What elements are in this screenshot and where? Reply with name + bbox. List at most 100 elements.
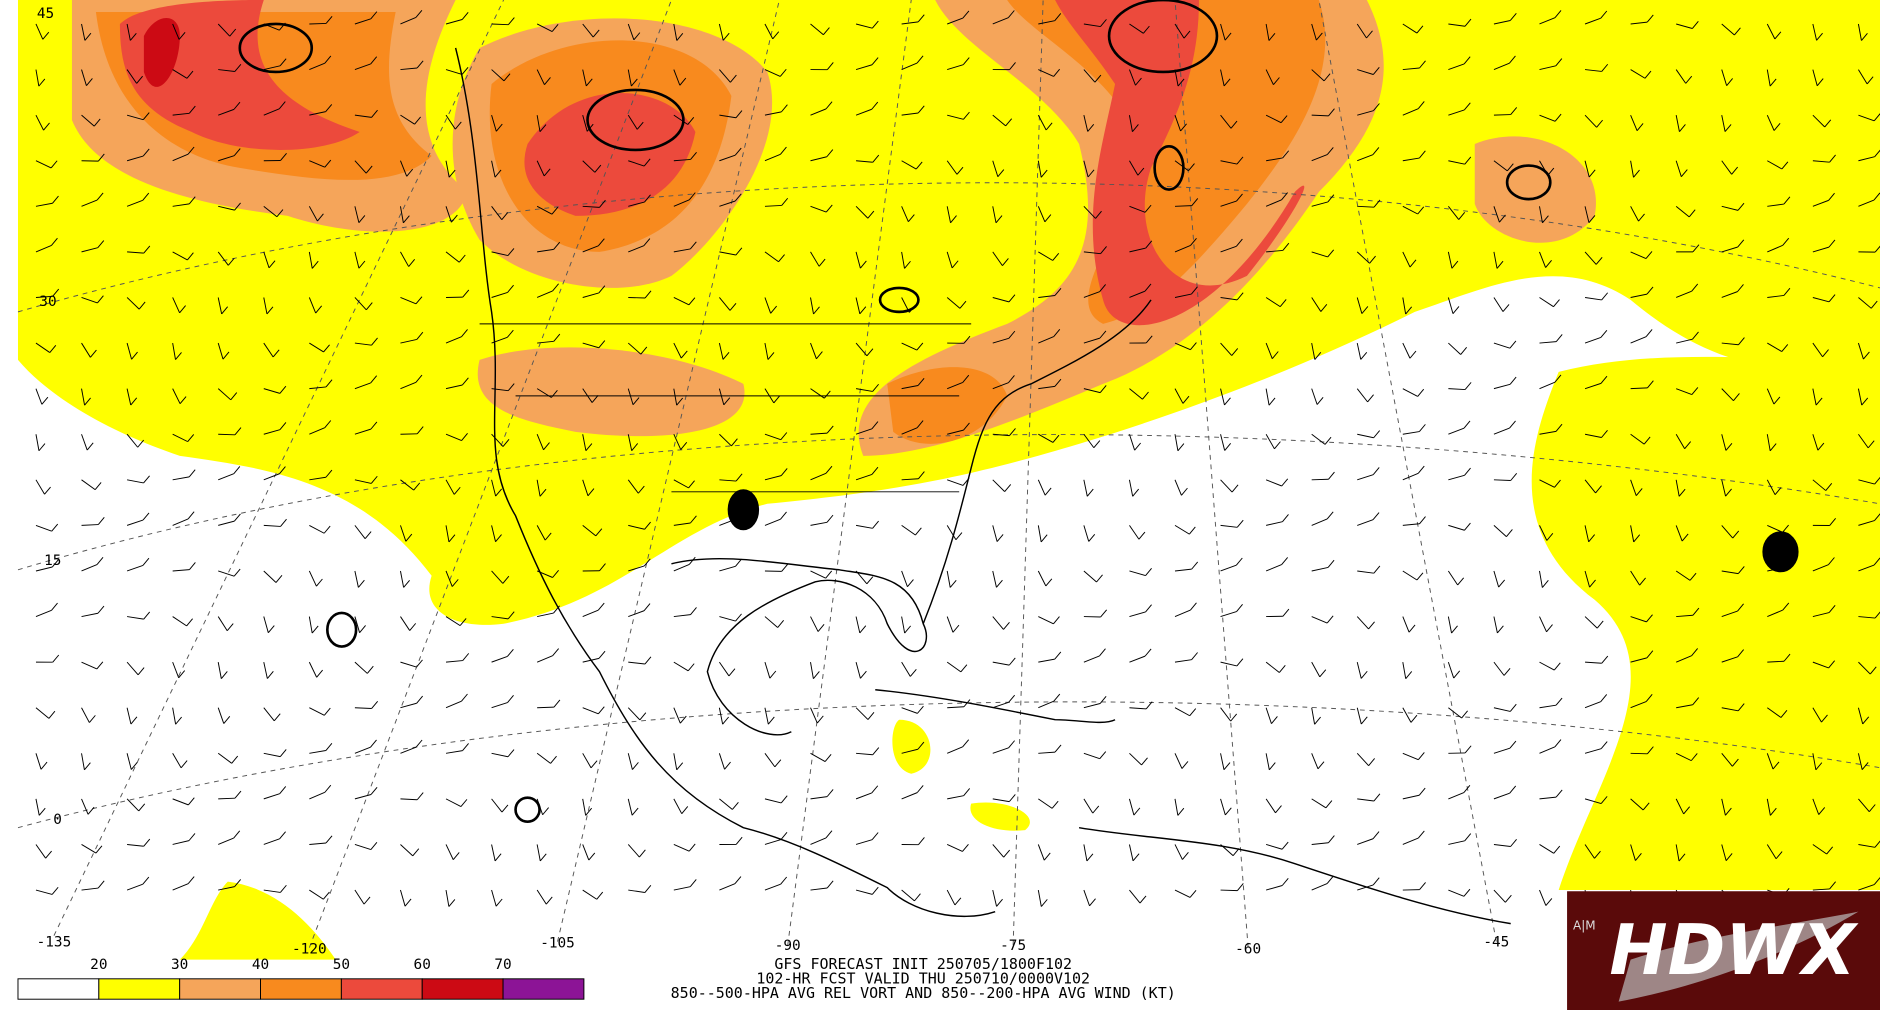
barb-flag bbox=[1132, 488, 1140, 497]
barb-flag bbox=[996, 898, 1003, 907]
barb-flag bbox=[1457, 577, 1465, 586]
barb bbox=[1402, 67, 1420, 71]
barb bbox=[901, 707, 918, 714]
barb-flag bbox=[1595, 485, 1602, 494]
barb bbox=[1584, 251, 1597, 265]
barb bbox=[1265, 661, 1280, 673]
barb bbox=[1539, 341, 1557, 344]
barb bbox=[1630, 251, 1647, 260]
barb bbox=[947, 429, 964, 435]
barb bbox=[673, 388, 678, 406]
barb bbox=[491, 388, 509, 392]
barb-flag bbox=[689, 879, 697, 887]
fill-red bbox=[119, 0, 360, 150]
barb-flag bbox=[97, 295, 104, 304]
barb-flag bbox=[597, 706, 605, 715]
barb-flag bbox=[950, 215, 957, 224]
barb bbox=[1037, 889, 1042, 907]
barb-flag bbox=[1360, 716, 1368, 725]
legend-tick: 70 bbox=[494, 957, 511, 973]
barb-flag bbox=[818, 258, 826, 267]
barb bbox=[1630, 69, 1646, 79]
barb-flag bbox=[187, 511, 195, 520]
barb-flag bbox=[187, 797, 195, 806]
barb-flag bbox=[1862, 716, 1870, 725]
barb bbox=[764, 153, 781, 162]
barb-flag bbox=[234, 427, 242, 436]
barb-flag bbox=[1190, 602, 1197, 611]
barb bbox=[1721, 610, 1738, 618]
barb bbox=[992, 798, 1010, 803]
fill-orange bbox=[1007, 0, 1326, 324]
barb-flag bbox=[1045, 578, 1053, 587]
lat-label: 45 bbox=[37, 6, 54, 22]
barb-flag bbox=[680, 350, 688, 359]
barb-flag bbox=[187, 252, 194, 261]
barb-flag bbox=[273, 713, 281, 722]
barb bbox=[354, 661, 368, 674]
barb bbox=[536, 290, 553, 298]
barb-flag bbox=[1002, 258, 1009, 266]
barb-flag bbox=[1733, 393, 1740, 401]
barb bbox=[947, 795, 964, 800]
barb bbox=[1857, 753, 1863, 770]
barb-flag bbox=[84, 397, 91, 406]
barb bbox=[1311, 154, 1328, 162]
barb-flag bbox=[1236, 156, 1244, 165]
barb-flag bbox=[1463, 102, 1471, 111]
barb bbox=[308, 616, 313, 634]
barb-flag bbox=[279, 385, 287, 394]
barb bbox=[1584, 114, 1597, 128]
legend-swatch bbox=[502, 978, 585, 1000]
barb bbox=[1220, 388, 1225, 406]
barb bbox=[35, 160, 52, 169]
barb bbox=[1266, 157, 1283, 162]
barb-flag bbox=[551, 206, 559, 215]
barb bbox=[627, 479, 639, 494]
barb bbox=[1812, 199, 1829, 207]
barb bbox=[947, 114, 964, 120]
barb-flag bbox=[826, 880, 834, 889]
barb-flag bbox=[1828, 239, 1836, 248]
barb bbox=[1402, 523, 1420, 526]
barb bbox=[354, 479, 372, 484]
barb bbox=[1448, 707, 1462, 719]
barb-flag bbox=[1596, 119, 1603, 128]
barb-flag bbox=[460, 799, 468, 807]
barb-flag bbox=[1679, 124, 1686, 132]
legend-swatch bbox=[17, 978, 100, 1000]
barb-flag bbox=[324, 420, 332, 429]
barb-flag bbox=[781, 563, 789, 572]
barb bbox=[1676, 388, 1693, 396]
barb-flag bbox=[230, 392, 238, 401]
barb-flag bbox=[1463, 888, 1471, 897]
barb bbox=[35, 889, 53, 895]
barb-flag bbox=[1724, 124, 1732, 132]
barb-flag bbox=[1553, 662, 1561, 671]
barb-flag bbox=[1822, 349, 1829, 358]
barb bbox=[445, 479, 455, 495]
barb-flag bbox=[735, 613, 742, 622]
barb-flag bbox=[415, 296, 423, 305]
barb bbox=[1858, 69, 1868, 85]
barb-flag bbox=[587, 488, 595, 497]
barb-flag bbox=[954, 897, 962, 906]
barb bbox=[536, 23, 553, 32]
barb-flag bbox=[1040, 169, 1048, 178]
barb bbox=[1265, 69, 1274, 85]
barb bbox=[1676, 338, 1693, 344]
barb-flag bbox=[1316, 32, 1323, 41]
barb-flag bbox=[539, 853, 547, 862]
barb-flag bbox=[1547, 167, 1555, 176]
barb bbox=[1721, 69, 1728, 86]
barb-flag bbox=[1100, 246, 1107, 254]
barb bbox=[1220, 844, 1234, 856]
barb bbox=[1766, 753, 1774, 770]
barb bbox=[719, 433, 732, 447]
barb-flag bbox=[461, 66, 469, 75]
barb-flag bbox=[1600, 329, 1608, 338]
barb-flag bbox=[1054, 651, 1062, 660]
barb bbox=[172, 707, 177, 725]
barb-flag bbox=[229, 28, 237, 37]
barb bbox=[1311, 433, 1326, 445]
